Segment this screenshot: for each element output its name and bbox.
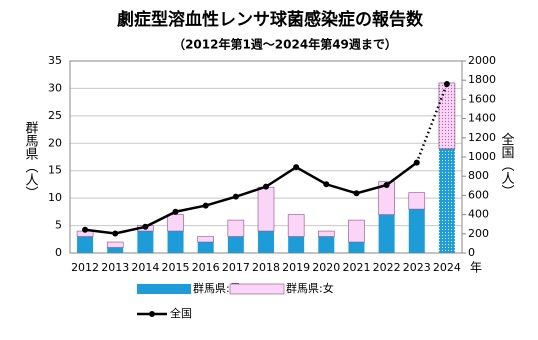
x-tick-label: 2016 xyxy=(192,261,220,274)
x-tick-label: 2024 xyxy=(433,261,461,274)
line-point xyxy=(142,223,149,230)
line-point xyxy=(293,164,300,171)
line-point xyxy=(263,183,269,190)
legend-label: 全国 xyxy=(170,306,192,320)
bar xyxy=(167,231,184,253)
y2-tick-label: 1600 xyxy=(468,92,496,105)
bar xyxy=(167,214,184,232)
line-point xyxy=(353,190,360,197)
y2-tick-label: 400 xyxy=(468,208,489,221)
legend-dot xyxy=(149,311,155,317)
x-tick-label: 2022 xyxy=(373,261,401,274)
x-tick-label: 2018 xyxy=(252,261,280,274)
legend-swatch xyxy=(137,284,191,294)
bar xyxy=(107,247,124,253)
y2-tick-label: 1000 xyxy=(468,150,496,163)
line-point xyxy=(413,159,420,166)
y-tick-label: 10 xyxy=(48,191,62,204)
y-axis-label: 群馬県（人） xyxy=(23,121,39,199)
line xyxy=(84,161,418,235)
bar xyxy=(106,241,124,248)
bar xyxy=(227,236,244,253)
y-tick-label: 25 xyxy=(48,109,62,122)
y2-axis-label: 全国（人） xyxy=(499,132,515,198)
bar xyxy=(348,219,365,243)
x-tick-label: 2015 xyxy=(162,261,190,274)
bar xyxy=(408,209,425,253)
chart-title: 劇症型溶血性レンサ球菌感染症の報告数 xyxy=(117,9,424,30)
y2-tick-label: 800 xyxy=(468,169,489,182)
y2-tick-label: 1200 xyxy=(468,131,496,144)
line-point xyxy=(323,181,330,188)
x-tick-label: 2019 xyxy=(282,261,310,274)
x-tick-label: 2013 xyxy=(101,261,129,274)
x-unit: 年 xyxy=(470,261,482,275)
y-tick-label: 5 xyxy=(55,219,62,232)
y2-tick-label: 1400 xyxy=(468,112,496,125)
y-tick-label: 20 xyxy=(48,136,62,149)
x-tick-label: 2021 xyxy=(342,261,370,274)
x-tick-label: 2020 xyxy=(312,261,340,274)
bar xyxy=(378,214,395,253)
line-segment xyxy=(415,83,449,164)
bar xyxy=(438,148,455,253)
y2-tick-label: 600 xyxy=(468,188,489,201)
bar xyxy=(288,236,305,253)
bar xyxy=(258,231,274,253)
line-point xyxy=(202,202,209,209)
legend-swatch xyxy=(229,283,285,295)
line-point xyxy=(82,226,89,233)
chart-subtitle: （2012年第1週〜2024年第49週まで） xyxy=(173,37,397,52)
y-tick-label: 30 xyxy=(48,81,62,94)
y2-tick-label: 1800 xyxy=(468,73,496,86)
bar xyxy=(348,242,365,253)
bar xyxy=(438,82,456,150)
y-tick-label: 35 xyxy=(48,54,62,67)
y2-tick-label: 0 xyxy=(468,246,475,259)
bar xyxy=(318,230,335,237)
bar xyxy=(408,192,426,210)
line-point xyxy=(112,230,119,237)
y2-tick-label: 2000 xyxy=(468,54,496,67)
legend-label: 群馬県:女 xyxy=(286,281,334,295)
line-point xyxy=(383,182,390,189)
y-tick-label: 15 xyxy=(48,164,62,177)
x-tick-label: 2012 xyxy=(71,261,99,274)
legend-label: 群馬県:男 xyxy=(193,281,241,295)
x-tick-label: 2017 xyxy=(222,261,250,274)
bar xyxy=(318,236,335,253)
line-point xyxy=(443,81,450,88)
bar xyxy=(378,181,395,215)
bar xyxy=(197,242,214,253)
bar xyxy=(227,219,245,237)
bar xyxy=(137,231,154,253)
y2-tick-label: 200 xyxy=(468,227,489,240)
bar xyxy=(257,186,275,232)
line-point xyxy=(172,208,179,215)
x-tick-label: 2014 xyxy=(131,261,159,274)
x-tick-label: 2023 xyxy=(403,261,431,274)
line-point xyxy=(232,193,239,200)
y-tick-label: 0 xyxy=(55,246,62,259)
bar xyxy=(197,236,214,243)
bar xyxy=(287,214,305,237)
bar xyxy=(77,236,94,253)
